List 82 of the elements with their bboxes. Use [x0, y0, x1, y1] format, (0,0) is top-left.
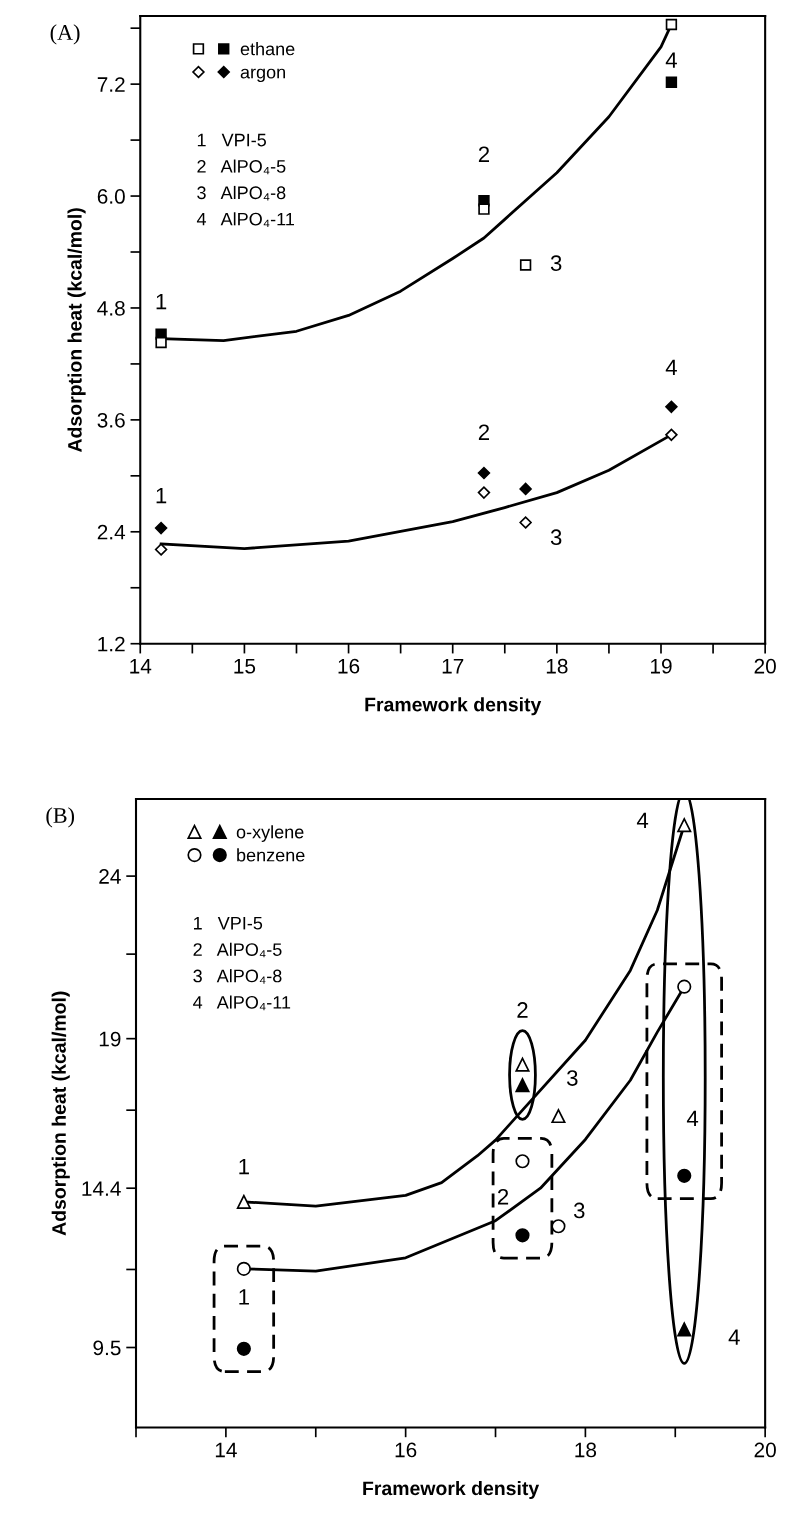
annotation: 2 — [478, 424, 490, 440]
point — [236, 1194, 251, 1209]
x-tick-label: 15 — [234, 659, 256, 674]
point — [515, 1228, 530, 1243]
point — [519, 516, 532, 529]
annotation: 1 — [239, 1289, 249, 1305]
x-axis-title: Framework density — [365, 697, 542, 716]
annotation: 1 — [156, 293, 167, 310]
annotation: 2 AlPO₄-5 — [197, 159, 286, 175]
legend-label: ethane — [240, 42, 295, 56]
annotation: 3 — [566, 1070, 578, 1086]
point — [677, 1322, 692, 1337]
annotation: 4 — [665, 52, 677, 68]
point — [677, 817, 692, 833]
point — [236, 1261, 251, 1276]
y-tick-label: 19 — [99, 1031, 121, 1047]
point — [665, 18, 678, 31]
annotation: 4 — [665, 359, 677, 376]
annotation: 4 AlPO₄-11 — [193, 995, 291, 1011]
x-tick-label: 17 — [442, 659, 464, 674]
x-tick-label: 16 — [395, 1442, 417, 1458]
annotation: 2 — [478, 146, 490, 163]
y-tick-label: 24 — [99, 869, 121, 884]
point — [477, 486, 491, 499]
annotation: 3 — [550, 255, 562, 272]
annotation: 1 — [239, 1158, 249, 1175]
y-tick-label: 3.6 — [97, 412, 125, 428]
y-tick-label: 4.8 — [97, 300, 125, 316]
x-tick-label: 19 — [651, 658, 672, 674]
annotation: 3 — [573, 1202, 585, 1219]
point — [236, 1341, 251, 1356]
point — [677, 979, 692, 994]
point — [515, 1078, 530, 1093]
y-axis-title: Adsorption heat (kcal/mol) — [51, 991, 70, 1236]
annotation: 1 VPI-5 — [194, 916, 263, 930]
point — [477, 466, 491, 480]
annotation: 3 AlPO₄-8 — [197, 185, 286, 201]
legend-label: argon — [240, 68, 285, 83]
annotation: 4 — [636, 812, 649, 829]
annotation: 2 AlPO₄-5 — [193, 942, 282, 958]
x-tick-label: 14 — [130, 659, 152, 674]
annotation: 3 AlPO₄-8 — [193, 969, 282, 984]
annotation: 3 — [550, 529, 562, 546]
y-axis-title: Adsorption heat (kcal/mol) — [67, 208, 86, 453]
y-tick-label: 2.4 — [97, 524, 126, 540]
annotation: 4 — [728, 1329, 740, 1345]
point — [519, 482, 532, 496]
x-tick-label: 14 — [215, 1442, 237, 1458]
y-tick-label: 1.2 — [98, 636, 125, 652]
annotation: 2 — [517, 1002, 528, 1018]
x-tick-label: 18 — [546, 658, 568, 674]
point — [665, 400, 678, 414]
x-tick-label: 20 — [754, 658, 776, 674]
y-tick-label: 9.5 — [93, 1340, 121, 1356]
x-tick-label: 20 — [754, 1442, 776, 1458]
point — [155, 336, 167, 349]
annotation: 2 — [497, 1188, 509, 1205]
point — [519, 259, 532, 271]
annotation: 1 — [156, 487, 167, 504]
chart-title: (B) — [46, 807, 75, 828]
point — [665, 428, 678, 442]
point — [154, 521, 168, 535]
legend-label: o-xylene — [236, 825, 304, 842]
y-tick-label: 7.2 — [97, 77, 125, 92]
point — [515, 1057, 530, 1072]
point — [478, 203, 490, 215]
chart-title: (A) — [50, 24, 80, 45]
y-tick-label: 6.0 — [97, 189, 125, 204]
y-tick-label: 14.4 — [82, 1181, 121, 1196]
annotation: 1 VPI-5 — [197, 133, 266, 147]
point — [551, 1108, 566, 1124]
annotation: 4 AlPO₄-11 — [196, 212, 294, 227]
point — [154, 543, 168, 556]
point — [677, 1168, 692, 1183]
x-axis-title: Framework density — [363, 1480, 540, 1500]
legend-label: benzene — [237, 848, 305, 862]
point — [551, 1219, 566, 1234]
annotation: 4 — [686, 1110, 699, 1127]
point — [665, 76, 678, 88]
x-tick-label: 18 — [575, 1442, 597, 1458]
x-tick-label: 16 — [338, 658, 360, 674]
point — [515, 1154, 530, 1169]
